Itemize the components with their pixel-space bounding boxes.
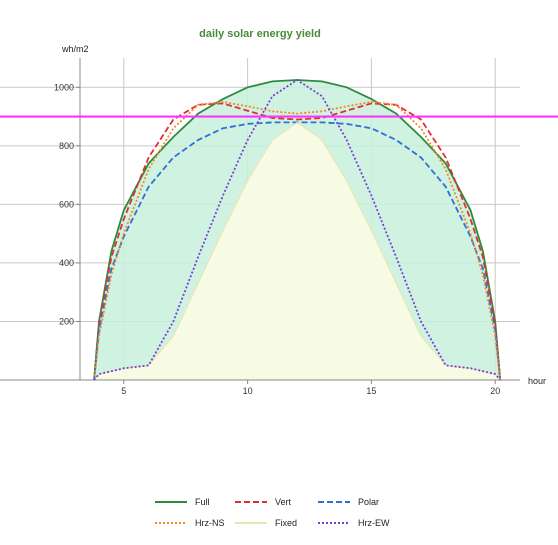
x-tick-label: 5 <box>121 386 126 396</box>
series-line-hrz-ns <box>93 100 502 381</box>
legend-label-hrz-ns: Hrz-NS <box>195 518 225 528</box>
y-tick-label: 800 <box>59 141 74 151</box>
x-axis-label: hour <box>528 376 546 386</box>
area-fill-fixed <box>94 122 501 381</box>
y-tick-label: 200 <box>59 316 74 326</box>
axes <box>0 58 520 381</box>
series-line-vert <box>93 102 502 381</box>
y-tick-label: 400 <box>59 258 74 268</box>
chart-title: daily solar energy yield <box>199 28 321 40</box>
x-tick-label: 20 <box>490 386 500 396</box>
series-line-hrz-ew <box>93 78 501 381</box>
legend-label-polar: Polar <box>358 497 379 507</box>
y-tick-label: 1000 <box>54 82 74 92</box>
x-tick-label: 15 <box>366 386 376 396</box>
series-lines <box>93 78 502 381</box>
legend-label-fixed: Fixed <box>275 518 297 528</box>
legend-label-full: Full <box>195 497 210 507</box>
y-axis-label: wh/m2 <box>61 44 89 54</box>
area-fills <box>94 80 501 381</box>
legend: Full Vert Polar Hrz-NS Fixed Hrz-EW <box>155 497 390 528</box>
legend-label-vert: Vert <box>275 497 292 507</box>
legend-label-hrz-ew: Hrz-EW <box>358 518 390 528</box>
y-tick-label: 600 <box>59 199 74 209</box>
series-line-fixed <box>93 121 501 381</box>
x-tick-label: 10 <box>243 386 253 396</box>
tick-labels: 5 10 15 20 200 400 600 800 1000 <box>54 82 500 396</box>
